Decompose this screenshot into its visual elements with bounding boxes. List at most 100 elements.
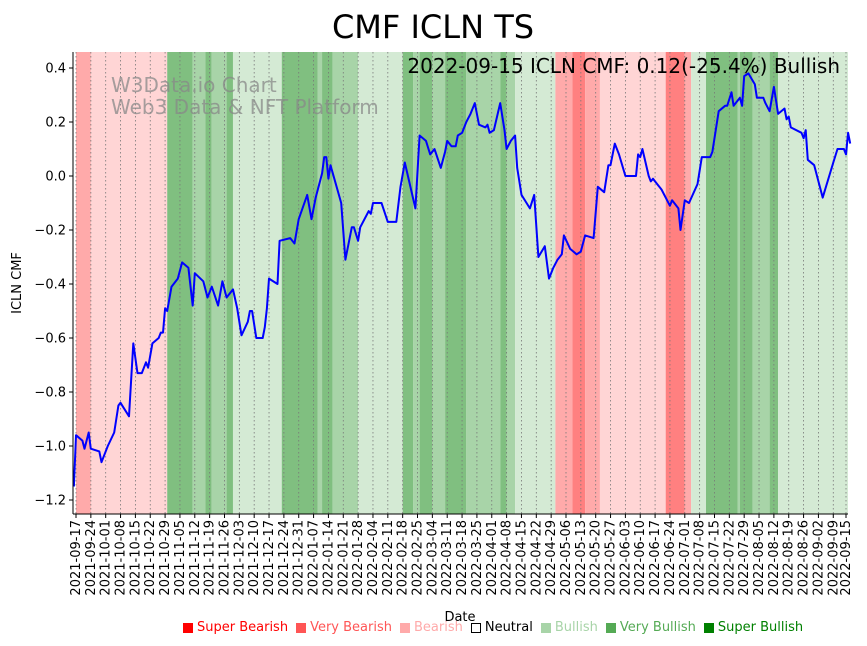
band-very-bullish xyxy=(332,52,359,514)
watermark-line-2: Web3 Data & NFT Platform xyxy=(111,95,379,119)
x-tick-label: 2022-02-11 xyxy=(381,520,396,596)
x-tick-label: 2022-07-08 xyxy=(693,520,708,596)
x-tick-label: 2022-06-24 xyxy=(663,520,678,596)
legend-swatch xyxy=(296,622,307,633)
legend-item: Super Bullish xyxy=(703,620,804,635)
band-bullish xyxy=(358,52,403,514)
x-tick-label: 2022-06-03 xyxy=(618,520,633,596)
x-tick-label: 2022-07-29 xyxy=(737,520,752,596)
gridlines xyxy=(75,52,847,514)
x-tick-label: 2022-02-18 xyxy=(396,520,411,596)
x-tick-label: 2022-08-26 xyxy=(797,520,812,596)
band-bearish xyxy=(90,52,168,514)
band-very-bullish xyxy=(192,52,206,514)
band-very-bearish xyxy=(585,52,600,514)
x-tick-label: 2022-05-06 xyxy=(559,520,574,596)
x-tick-label: 2021-11-19 xyxy=(203,520,218,596)
legend-item: Very Bullish xyxy=(605,620,696,635)
legend-swatch xyxy=(540,622,551,633)
band-very-bullish xyxy=(211,52,227,514)
x-tick-label: 2021-10-29 xyxy=(158,520,173,596)
x-tick-label: 2022-01-21 xyxy=(336,520,351,596)
x-tick-label: 2022-07-15 xyxy=(707,520,722,596)
band-super-bullish xyxy=(419,52,433,514)
band-bearish xyxy=(599,52,666,514)
legend-label: Super Bearish xyxy=(197,620,289,635)
legend-item: Bearish xyxy=(399,620,463,635)
x-tick-label: 2021-12-10 xyxy=(247,520,262,596)
x-tick-label: 2022-07-01 xyxy=(678,520,693,596)
x-tick-label: 2022-02-04 xyxy=(366,520,381,596)
x-tick-label: 2022-04-08 xyxy=(500,520,515,596)
x-tick-label: 2022-09-02 xyxy=(811,520,826,596)
y-tick-label: −0.6 xyxy=(34,332,66,347)
x-tick-label: 2022-05-20 xyxy=(589,520,604,596)
legend-swatch xyxy=(183,622,193,633)
band-bullish xyxy=(691,52,706,514)
x-tick-label: 2021-10-15 xyxy=(128,520,143,596)
x-tick-label: 2021-09-17 xyxy=(69,520,84,596)
x-tick-label: 2022-06-10 xyxy=(633,520,648,596)
band-bullish xyxy=(232,52,282,514)
legend-swatch xyxy=(605,622,616,633)
legend-swatch xyxy=(399,622,410,633)
x-tick-label: 2021-11-05 xyxy=(173,520,188,596)
x-tick-label: 2022-09-15 xyxy=(839,520,854,596)
x-tick-label: 2022-04-29 xyxy=(544,520,559,596)
band-super-bullish xyxy=(322,52,333,514)
x-tick-label: 2021-12-31 xyxy=(292,520,307,596)
band-very-bearish xyxy=(555,52,573,514)
legend-label: Super Bullish xyxy=(717,620,804,635)
band-very-bearish xyxy=(684,52,692,514)
x-tick-label: 2021-12-17 xyxy=(262,520,277,596)
watermark-line-1: W3Data.io Chart xyxy=(111,73,277,97)
x-tick-label: 2021-10-22 xyxy=(143,520,158,596)
x-tick-label: 2021-10-08 xyxy=(114,520,129,596)
x-tick-label: 2022-08-19 xyxy=(782,520,797,596)
y-tick-label: −1.2 xyxy=(34,494,66,509)
band-super-bullish xyxy=(281,52,318,514)
band-very-bullish xyxy=(737,52,740,514)
x-tick-label: 2022-05-27 xyxy=(604,520,619,596)
y-axis-label: ICLN CMF xyxy=(10,252,25,314)
band-super-bearish xyxy=(572,52,586,514)
x-tick-label: 2021-11-12 xyxy=(188,520,203,596)
legend-label: Bearish xyxy=(413,620,463,635)
band-super-bullish xyxy=(739,52,753,514)
legend-label: Very Bullish xyxy=(619,620,696,635)
y-tick-label: −0.2 xyxy=(34,224,66,239)
regime-bands xyxy=(76,52,848,514)
legend-swatch xyxy=(703,622,714,633)
cmf-line-layer xyxy=(72,72,852,487)
legend-label: Neutral xyxy=(484,620,533,635)
x-tick-label: 2022-01-14 xyxy=(321,520,336,596)
band-super-bullish xyxy=(445,52,467,514)
x-tick-label: 2021-11-26 xyxy=(217,520,232,596)
band-very-bullish xyxy=(317,52,323,514)
band-super-bearish xyxy=(665,52,685,514)
band-bullish xyxy=(778,52,848,514)
band-very-bullish xyxy=(413,52,420,514)
y-tick-label: −1.0 xyxy=(34,440,66,455)
x-tick-label: 2022-03-25 xyxy=(470,520,485,596)
x-tick-label: 2022-04-15 xyxy=(514,520,529,596)
x-tick-label: 2022-03-11 xyxy=(440,520,455,596)
x-tick-label: 2022-04-01 xyxy=(485,520,500,596)
y-tick-label: 0.2 xyxy=(45,116,66,131)
y-tick-label: −0.8 xyxy=(34,386,66,401)
legend-label: Bullish xyxy=(554,620,598,635)
x-tick-label: 2022-01-07 xyxy=(307,520,322,596)
chart-title: CMF ICLN TS xyxy=(332,8,534,46)
x-axis-label: Date xyxy=(444,610,475,625)
y-tick-label: −0.4 xyxy=(34,278,66,293)
legend-item: Bullish xyxy=(540,620,598,635)
x-tick-label: 2021-12-24 xyxy=(277,520,292,596)
band-super-bullish xyxy=(226,52,233,514)
x-tick-label: 2022-04-22 xyxy=(529,520,544,596)
band-super-bullish xyxy=(706,52,738,514)
band-very-bullish xyxy=(752,52,770,514)
x-tick-label: 2022-03-04 xyxy=(425,520,440,596)
band-super-bullish xyxy=(500,52,507,514)
